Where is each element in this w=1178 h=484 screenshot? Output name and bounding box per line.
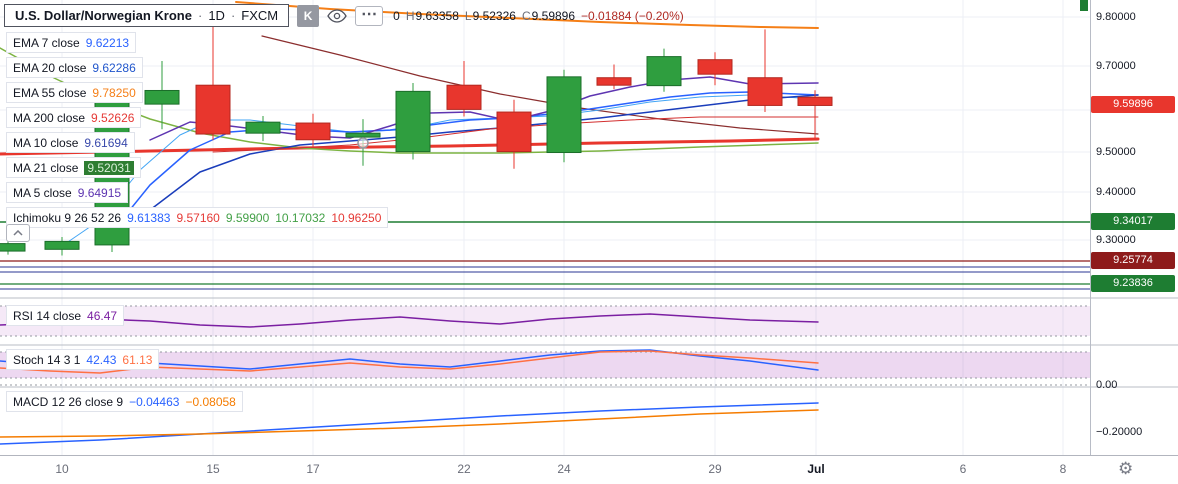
exchange-label: FXCM xyxy=(241,8,279,23)
eye-icon[interactable] xyxy=(327,8,347,23)
price-tick: 9.70000 xyxy=(1096,60,1136,72)
time-label: 15 xyxy=(206,462,220,476)
ohlc-close-label: C xyxy=(521,8,531,23)
legend-value: 46.47 xyxy=(87,308,118,323)
legend-label: MA 10 close xyxy=(13,135,79,150)
legend-label: Ichimoku 9 26 52 26 xyxy=(13,210,122,225)
legend-label: EMA 20 close xyxy=(13,60,87,75)
time-label: 17 xyxy=(306,462,320,476)
price-badge: 9.25774 xyxy=(1091,252,1175,269)
legend-row[interactable]: Stoch 14 3 1 42.43 61.13 xyxy=(6,349,160,370)
ohlc-low-value: 9.52326 xyxy=(472,8,516,23)
separator-dot: · xyxy=(197,8,203,23)
legend-value: 61.13 xyxy=(122,352,153,367)
collapse-indicators-button[interactable] xyxy=(6,224,30,242)
legend-label: EMA 55 close xyxy=(13,85,87,100)
legend-value: 9.52031 xyxy=(84,160,134,175)
exchange-logo-letter: K xyxy=(303,8,313,23)
legend-value: 9.52626 xyxy=(91,110,135,125)
symbol-title: U.S. Dollar/Norwegian Krone xyxy=(15,8,192,23)
stoch-legend: Stoch 14 3 1 42.43 61.13 xyxy=(6,349,160,374)
legend-value: 9.61694 xyxy=(84,135,128,150)
legend-value: 9.57160 xyxy=(176,210,220,225)
time-label: 6 xyxy=(959,462,967,476)
legend-row[interactable]: MA 21 close 9.52031 xyxy=(6,157,141,178)
price-tick: 9.40000 xyxy=(1096,186,1136,198)
legend-row[interactable]: EMA 55 close 9.78250 xyxy=(6,82,143,103)
symbol-search-button[interactable]: U.S. Dollar/Norwegian Krone · 1D · FXCM xyxy=(4,4,290,27)
legend-label: MA 5 close xyxy=(13,185,72,200)
legend-label: MA 200 close xyxy=(13,110,86,125)
legend-label: RSI 14 close xyxy=(13,308,82,323)
legend-label: MACD 12 26 close 9 xyxy=(13,394,124,409)
legend-value: 9.59900 xyxy=(225,210,270,225)
legend-row[interactable]: MA 10 close 9.61694 xyxy=(6,132,135,153)
legend-row[interactable]: RSI 14 close 46.47 xyxy=(6,305,125,326)
price-badge: 9.34017 xyxy=(1091,213,1175,230)
price-tick: 0.00 xyxy=(1096,379,1118,391)
time-label: Jul xyxy=(807,462,825,476)
ohlc-high-label: H xyxy=(405,8,415,23)
more-options-button[interactable]: ⋯ xyxy=(355,5,384,26)
ohlc-open-tail: 0 xyxy=(393,8,400,23)
macd-legend: MACD 12 26 close 9 −0.04463 −0.08058 xyxy=(6,391,243,416)
toolbar: U.S. Dollar/Norwegian Krone · 1D · FXCM … xyxy=(4,4,684,27)
legend-value: 10.17032 xyxy=(275,210,326,225)
legend-value: −0.04463 xyxy=(129,394,180,409)
legend-row[interactable]: Ichimoku 9 26 52 26 9.61383 9.57160 9.59900… xyxy=(6,207,389,228)
legend-value: 10.96250 xyxy=(331,210,382,225)
legend-row[interactable]: EMA 7 close 9.62213 xyxy=(6,32,137,53)
time-label: 22 xyxy=(457,462,471,476)
ohlc-readout: 0 H 9.63358 L 9.52326 C 9.59896 −0.01884 (−… xyxy=(393,9,684,23)
chevron-up-icon xyxy=(13,230,23,236)
legend-label: EMA 7 close xyxy=(13,35,80,50)
time-label: 24 xyxy=(557,462,571,476)
separator-dot: · xyxy=(230,8,236,23)
gear-icon[interactable]: ⚙ xyxy=(1118,459,1134,478)
legend-value: 9.62213 xyxy=(85,35,130,50)
price-tick: 9.30000 xyxy=(1096,234,1136,246)
ohlc-high-value: 9.63358 xyxy=(415,8,459,23)
ohlc-close-value: 9.59896 xyxy=(531,8,576,23)
ohlc-change: −0.01884 (−0.20%) xyxy=(581,8,684,23)
exchange-logo-icon[interactable]: K xyxy=(297,4,320,27)
price-tick: 9.80000 xyxy=(1096,11,1136,23)
legend-value: 9.64915 xyxy=(77,185,122,200)
price-tick: 9.50000 xyxy=(1096,146,1136,158)
price-badge: 9.23836 xyxy=(1091,275,1175,292)
time-axis[interactable]: ⚙ 10 15 17 22 24 29 Jul 6 8 xyxy=(0,455,1178,484)
legend-row[interactable]: EMA 20 close 9.62286 xyxy=(6,57,143,78)
legend-value: 9.61383 xyxy=(127,210,171,225)
price-badge: 9.59896 xyxy=(1091,96,1175,113)
legend-value: −0.08058 xyxy=(185,394,236,409)
legend-value: 42.43 xyxy=(86,352,117,367)
legend-value: 9.62286 xyxy=(92,60,136,75)
price-tick: −0.20000 xyxy=(1096,426,1143,438)
legend-label: MA 21 close xyxy=(13,160,79,175)
legend-row[interactable]: MA 200 close 9.52626 xyxy=(6,107,142,128)
legend-row[interactable]: MA 5 close 9.64915 xyxy=(6,182,129,203)
legend-value: 9.78250 xyxy=(92,85,136,100)
ohlc-low-label: L xyxy=(464,8,472,23)
rsi-legend: RSI 14 close 46.47 xyxy=(6,305,125,330)
time-label: 29 xyxy=(708,462,722,476)
time-label: 10 xyxy=(55,462,69,476)
legend-row[interactable]: MACD 12 26 close 9 −0.04463 −0.08058 xyxy=(6,391,243,412)
ellipsis-icon: ⋯ xyxy=(361,5,378,23)
legend-label: Stoch 14 3 1 xyxy=(13,352,81,367)
indicator-legend: EMA 7 close 9.62213 EMA 20 close 9.62286 EMA… xyxy=(6,32,389,232)
price-axis[interactable]: 9.80000 9.70000 9.50000 9.40000 9.30000 0.00 −… xyxy=(1090,0,1178,455)
interval-label[interactable]: 1D xyxy=(208,8,225,23)
time-label: 8 xyxy=(1059,462,1067,476)
